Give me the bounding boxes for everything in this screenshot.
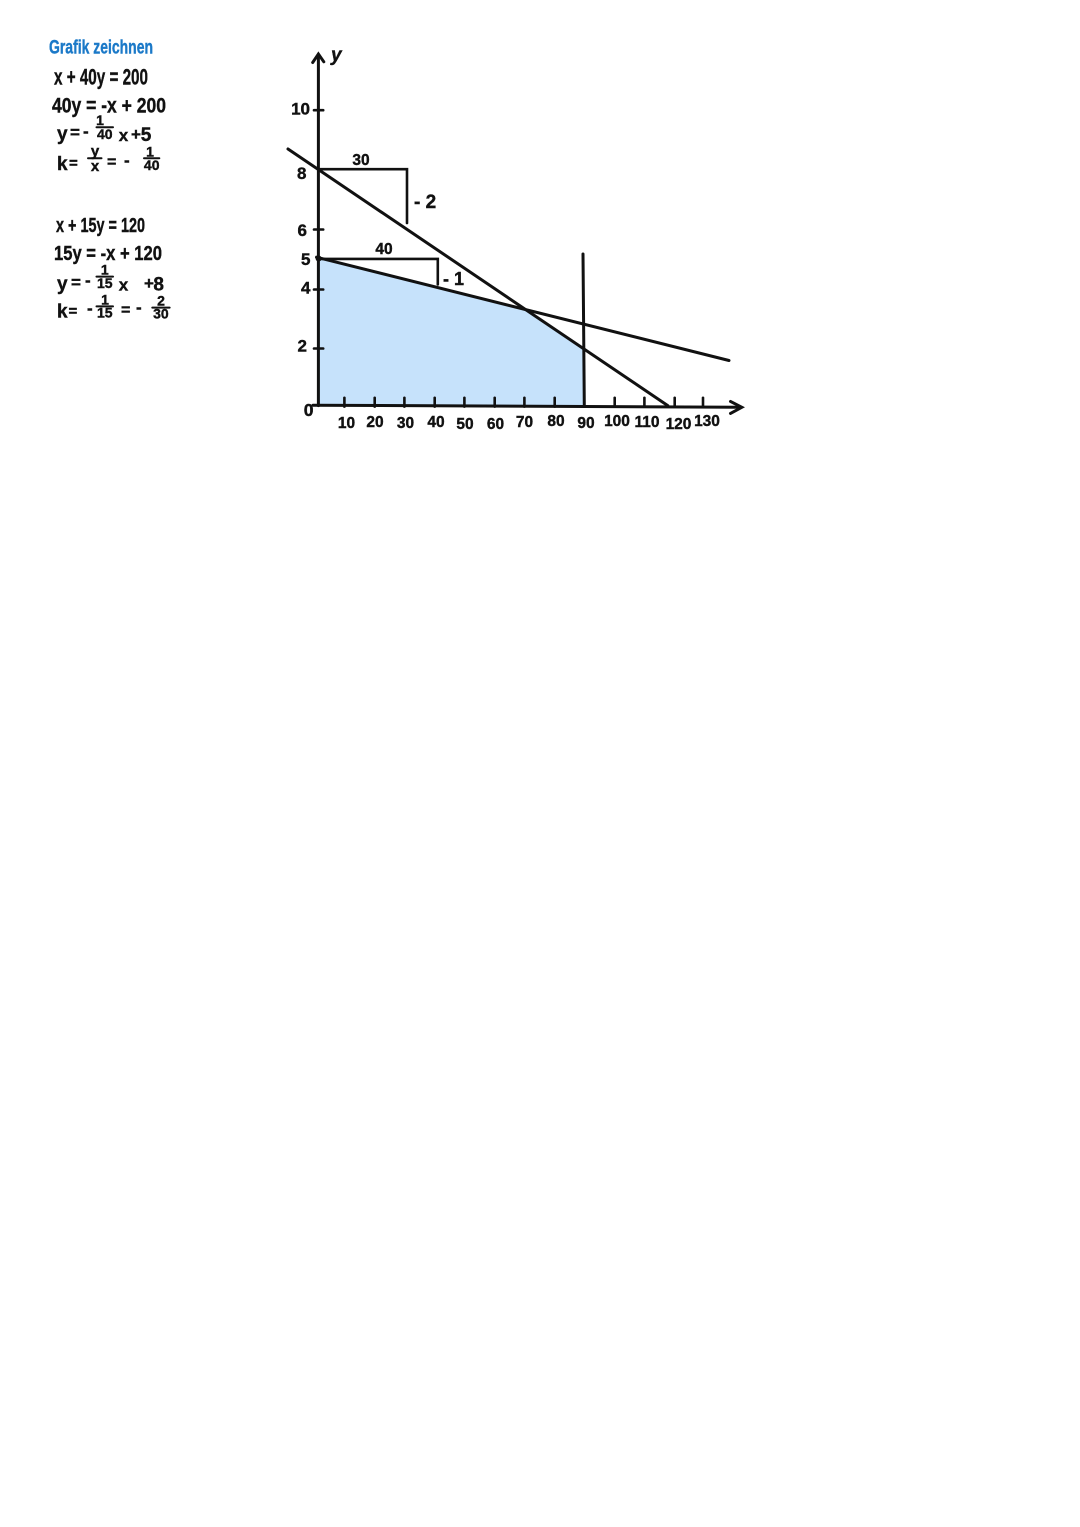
svg-text:100: 100 [604, 413, 630, 430]
svg-text:-: - [85, 271, 91, 290]
svg-text:130: 130 [694, 413, 720, 430]
svg-text:Grafik zeichnen: Grafik zeichnen [49, 38, 153, 59]
svg-text:20: 20 [366, 414, 383, 431]
svg-text:90: 90 [577, 415, 594, 432]
svg-text:0: 0 [304, 400, 314, 420]
svg-text:1: 1 [101, 262, 109, 278]
svg-text:8: 8 [153, 275, 164, 296]
svg-text:y: y [57, 124, 68, 145]
svg-text:110: 110 [634, 414, 659, 431]
svg-text:-: - [136, 298, 142, 317]
svg-text:=: = [107, 154, 116, 171]
svg-text:40: 40 [427, 414, 444, 431]
svg-text:40: 40 [375, 241, 392, 258]
svg-text:x: x [119, 276, 129, 295]
svg-text:k: k [57, 302, 68, 323]
svg-text:-: - [87, 299, 93, 318]
svg-text:+: + [144, 274, 154, 293]
svg-text:15: 15 [97, 275, 113, 291]
svg-text:2: 2 [157, 293, 165, 309]
svg-text:15: 15 [97, 305, 113, 321]
svg-text:5: 5 [141, 125, 152, 146]
svg-text:40: 40 [97, 126, 113, 142]
svg-text:10: 10 [338, 415, 355, 432]
svg-text:y: y [57, 274, 68, 295]
svg-text:+: + [131, 125, 141, 144]
svg-text:x + 40y = 200: x + 40y = 200 [54, 65, 148, 90]
svg-text:- 1: - 1 [443, 269, 464, 289]
svg-text:x + 15y = 120: x + 15y = 120 [56, 215, 145, 237]
svg-text:5: 5 [301, 250, 310, 269]
svg-text:y: y [91, 143, 100, 160]
svg-text:60: 60 [487, 416, 504, 433]
svg-text:-: - [124, 151, 130, 170]
svg-text:1: 1 [146, 144, 154, 160]
svg-text:30: 30 [153, 306, 169, 322]
svg-text:1: 1 [96, 112, 104, 128]
svg-text:70: 70 [516, 414, 533, 431]
svg-text:- 2: - 2 [414, 192, 436, 213]
svg-text:40y = -x + 200: 40y = -x + 200 [52, 94, 166, 118]
svg-text:8: 8 [297, 164, 306, 183]
svg-text:=: = [69, 303, 78, 320]
svg-text:80: 80 [547, 413, 564, 430]
svg-text:30: 30 [397, 415, 414, 432]
svg-text:2: 2 [298, 337, 307, 356]
svg-text:40: 40 [144, 157, 160, 173]
svg-text:4: 4 [301, 279, 311, 298]
svg-text:x: x [119, 126, 129, 145]
svg-text:=: = [69, 155, 78, 172]
svg-text:-: - [83, 122, 89, 141]
svg-text:k: k [57, 154, 68, 175]
svg-text:x: x [91, 158, 100, 175]
svg-text:=: = [121, 302, 130, 319]
svg-text:30: 30 [352, 152, 369, 169]
svg-text:10: 10 [291, 100, 310, 119]
svg-text:120: 120 [666, 416, 692, 433]
svg-text:6: 6 [298, 221, 307, 240]
svg-text:15y = -x + 120: 15y = -x + 120 [54, 243, 162, 265]
svg-text:=: = [71, 273, 81, 292]
svg-text:1: 1 [101, 292, 109, 308]
svg-text:50: 50 [456, 416, 473, 433]
svg-text:y: y [330, 45, 343, 66]
svg-text:=: = [70, 123, 80, 142]
